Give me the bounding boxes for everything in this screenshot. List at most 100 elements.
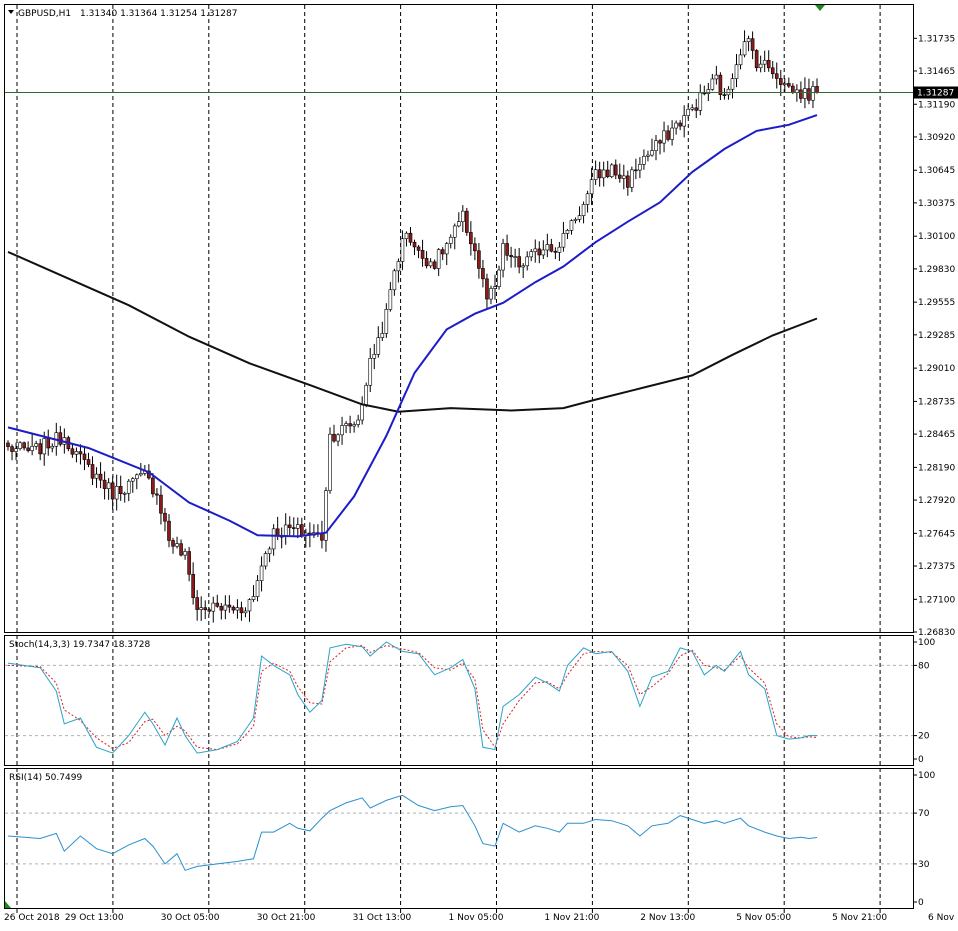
candle-body bbox=[791, 85, 795, 93]
candle-body bbox=[694, 107, 699, 111]
candle-body bbox=[400, 238, 405, 262]
dropdown-triangle-icon[interactable] bbox=[8, 10, 14, 14]
candle-body bbox=[509, 255, 513, 258]
candle-body bbox=[766, 60, 771, 69]
candle-body bbox=[505, 243, 509, 256]
candle-body bbox=[489, 288, 493, 300]
candle-body bbox=[235, 607, 240, 611]
candle-body bbox=[263, 553, 268, 567]
candle-body bbox=[183, 551, 187, 556]
candle-body bbox=[428, 261, 433, 267]
stoch-tick-label: 80 bbox=[918, 661, 930, 671]
candle-body bbox=[255, 580, 260, 597]
candle-body bbox=[722, 94, 727, 97]
candle-body bbox=[416, 246, 421, 251]
candle-body bbox=[553, 250, 558, 253]
candle-body bbox=[267, 548, 272, 554]
candle-body bbox=[207, 609, 212, 612]
candle-body bbox=[710, 78, 715, 90]
candle-body bbox=[344, 423, 348, 426]
candle-body bbox=[86, 459, 91, 465]
candle-body bbox=[163, 512, 167, 522]
symbol-label: GBPUSD,H1 bbox=[18, 9, 71, 19]
candle-body bbox=[42, 438, 47, 455]
candle-body bbox=[291, 527, 296, 529]
candle-body bbox=[408, 232, 413, 243]
candle-body bbox=[452, 225, 457, 238]
candle-body bbox=[195, 597, 199, 610]
candle-body bbox=[175, 543, 179, 547]
candle-body bbox=[360, 404, 364, 421]
price-tick-label: 1.31465 bbox=[918, 67, 955, 77]
candle-body bbox=[376, 337, 381, 355]
time-label: 30 Oct 05:00 bbox=[161, 913, 220, 923]
candle-body bbox=[348, 423, 352, 427]
candle-body bbox=[654, 140, 658, 151]
time-label: 31 Oct 13:00 bbox=[353, 913, 412, 923]
candle-body bbox=[617, 174, 622, 179]
candle-body bbox=[368, 357, 373, 386]
candle-body bbox=[130, 478, 135, 482]
candle-body bbox=[698, 92, 703, 111]
price-tick-label: 1.28465 bbox=[918, 430, 955, 440]
candle-body bbox=[448, 236, 453, 244]
rsi-line bbox=[7, 794, 818, 871]
candle-body bbox=[613, 164, 618, 176]
candle-body bbox=[626, 175, 630, 188]
chart-shift-marker-icon[interactable] bbox=[815, 5, 825, 11]
candle-body bbox=[469, 232, 473, 245]
candle-body bbox=[569, 220, 574, 231]
time-label: 26 Oct 2018 bbox=[4, 913, 60, 923]
candle-body bbox=[541, 249, 546, 256]
candle-body bbox=[638, 164, 642, 171]
candle-body bbox=[742, 41, 747, 56]
candle-body bbox=[139, 473, 143, 476]
candle-body bbox=[573, 219, 578, 221]
rsi-tick-label: 100 bbox=[918, 771, 935, 781]
candle-body bbox=[787, 83, 791, 87]
time-label: 30 Oct 21:00 bbox=[257, 913, 316, 923]
candle-body bbox=[477, 250, 481, 269]
candle-body bbox=[271, 528, 276, 550]
price-tick-label: 1.28190 bbox=[918, 463, 955, 473]
candle-body bbox=[811, 86, 815, 101]
corner-marker-icon bbox=[5, 901, 11, 908]
candle-body bbox=[803, 88, 807, 99]
candle-body bbox=[778, 78, 783, 85]
candle-body bbox=[90, 464, 95, 479]
candle-body bbox=[521, 265, 525, 268]
time-label: 1 Nov 21:00 bbox=[544, 913, 599, 923]
stoch-tick-label: 0 bbox=[918, 755, 924, 765]
candle-body bbox=[714, 74, 719, 80]
candle-body bbox=[46, 438, 51, 449]
candle-body bbox=[392, 270, 397, 291]
time-axis: 26 Oct 2018 29 Oct 13:00 30 Oct 05:00 30 Oc… bbox=[4, 908, 958, 923]
price-tick-label: 1.30920 bbox=[918, 133, 955, 143]
stoch-panel-frame bbox=[4, 635, 914, 766]
candle-body bbox=[340, 425, 344, 436]
candle-body bbox=[497, 269, 501, 287]
candle-body bbox=[432, 261, 437, 269]
candle-body bbox=[436, 249, 441, 269]
candle-body bbox=[545, 244, 550, 251]
moving-averages bbox=[7, 114, 818, 538]
candle-body bbox=[384, 309, 389, 334]
candle-body bbox=[537, 248, 542, 256]
candle-body bbox=[730, 78, 735, 90]
candle-body bbox=[239, 607, 244, 614]
stochastic-lines bbox=[7, 641, 818, 754]
candle-body bbox=[750, 38, 755, 51]
candle-body bbox=[295, 524, 300, 529]
candle-body bbox=[404, 232, 409, 239]
price-tick-label: 1.30375 bbox=[918, 199, 955, 209]
price-tick-label: 1.29830 bbox=[918, 265, 955, 275]
candle-body bbox=[215, 602, 220, 607]
candle-body bbox=[690, 107, 695, 110]
price-tick-label: 1.27645 bbox=[918, 529, 955, 539]
candle-body bbox=[247, 599, 252, 612]
candle-body bbox=[634, 169, 638, 172]
candle-body bbox=[243, 610, 248, 614]
candle-body bbox=[473, 243, 477, 252]
candle-body bbox=[259, 565, 264, 581]
